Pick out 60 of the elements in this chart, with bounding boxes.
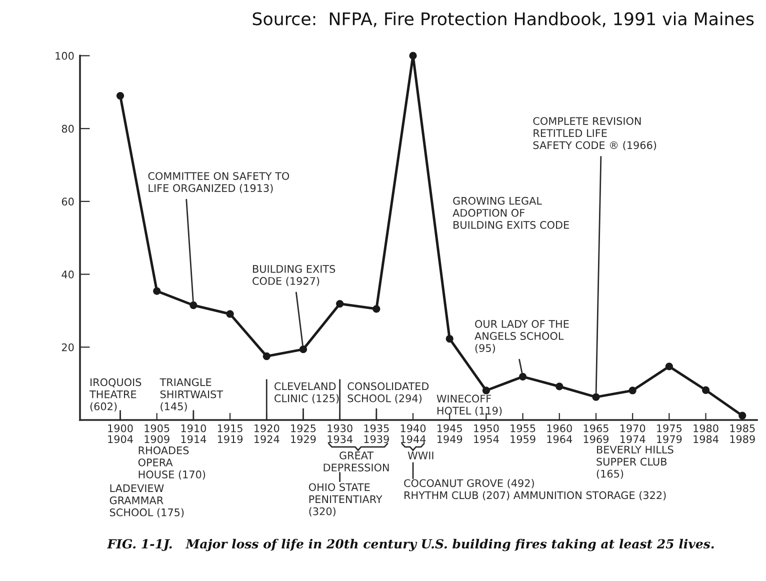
x-tick-label: 1905 1909 [144, 424, 170, 444]
x-tick-label: 1985 1989 [730, 424, 755, 444]
point [665, 362, 673, 370]
point [153, 287, 161, 295]
point [372, 305, 380, 313]
y-tick-label: 100 [56, 52, 74, 60]
point [116, 92, 124, 100]
annotation: GROWING LEGAL ADOPTION OF BUILDING EXITS CODE [452, 196, 569, 229]
x-tick-label: 1910 1914 [181, 424, 206, 444]
annotation: CONSOLIDATED SCHOOL (294) [348, 382, 429, 404]
text: FIG. 1-1J. Major loss of life in 20th century U.S. building fires taking at least 25 lives. [106, 538, 714, 552]
point [482, 386, 490, 394]
text: COCOANUT GROVE (492) RHYTHM CLUB (207) AMMUNITION STORAGE (322) [404, 479, 666, 500]
y-tick-label: 80 [62, 124, 74, 133]
point [518, 372, 527, 380]
x-tick-label: 1980 1984 [694, 424, 718, 444]
point [262, 352, 270, 360]
annotation: COMMITTEE ON SAFETY TO LIFE ORGANIZED (1913) [148, 172, 290, 194]
point [409, 52, 417, 60]
annotation: TRIANGLE SHIRTWAIST (145) [160, 378, 224, 412]
text: RHOADES OPERA HOUSE (170) [138, 446, 206, 480]
annotation: CLEVELAND CLINIC (125) [274, 382, 339, 404]
point [226, 310, 234, 318]
text: LADEVIEW GRAMMAR SCHOOL (175) [110, 484, 184, 518]
point [336, 300, 344, 308]
x-tick-label: 1930 1934 [328, 424, 352, 444]
y-tick-label: 40 [62, 270, 74, 278]
text: GREAT DEPRESSION [324, 452, 389, 472]
x-tick-label: 1940 1944 [400, 424, 426, 444]
x-tick-label: 1950 1954 [474, 424, 499, 444]
point [738, 412, 746, 420]
annotation: IROQUOIS THEATRE (602) [89, 378, 142, 412]
y-tick-label: 20 [62, 343, 74, 352]
y-tick-label: 60 [62, 198, 74, 206]
text: WWII [408, 452, 434, 460]
x-tick-label: 1965 1969 [584, 424, 609, 444]
point [446, 334, 454, 343]
x-tick-label: 1935 1939 [364, 424, 389, 444]
point [556, 382, 564, 390]
x-tick-label: 1925 1929 [291, 424, 316, 444]
point [190, 301, 198, 310]
point [702, 386, 710, 394]
x-tick-label: 1955 1959 [510, 424, 536, 444]
source-note: Source: NFPA, Fire Protection Handbook, 1991 via Maines [252, 12, 754, 28]
x-tick-label: 1900 1904 [108, 424, 133, 444]
x-tick-label: 1915 1919 [218, 424, 243, 444]
point [628, 386, 636, 394]
x-tick-label: 1970 1974 [620, 424, 646, 444]
x-tick-label: 1960 1964 [547, 424, 572, 444]
annotation: WINECOFF HOTEL (119) [436, 394, 502, 416]
x-tick-label: 1920 1924 [254, 424, 280, 444]
text: OHIO STATE PENITENTIARY (320) [308, 483, 382, 516]
text: BEVERLY HILLS SUPPER CLUB (165) [596, 446, 674, 479]
x-tick-label: 1945 1949 [437, 424, 462, 444]
x-tick-label: 1975 1979 [657, 424, 682, 444]
point [592, 393, 600, 401]
annotation: COMPLETE REVISION RETITLED LIFE SAFETY CODE ® (1966) [533, 117, 656, 150]
annotation: BUILDING EXITS CODE (1927) [252, 264, 336, 286]
annotation: OUR LADY OF THE ANGELS SCHOOL (95) [474, 320, 569, 354]
point [299, 346, 308, 354]
